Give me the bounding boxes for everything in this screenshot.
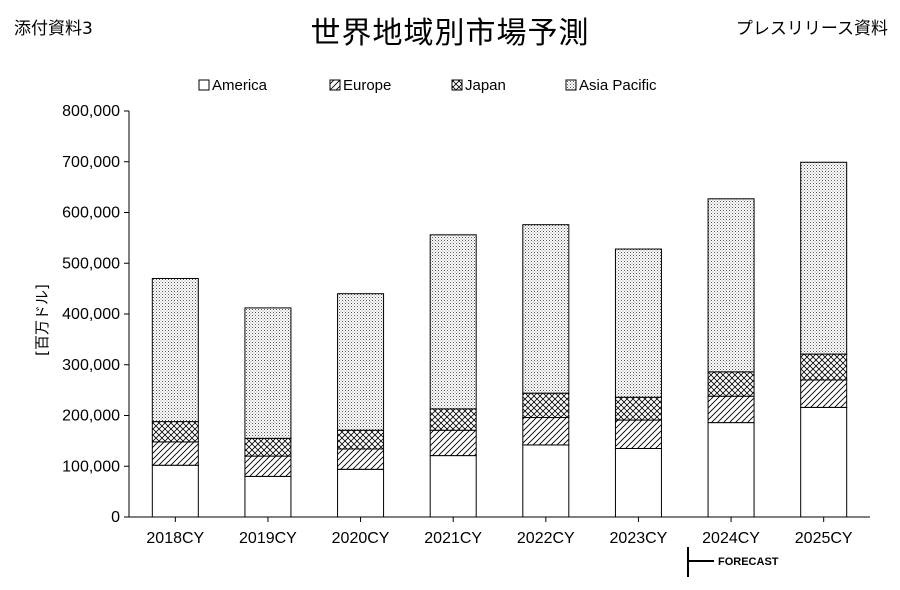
bar-america [707, 422, 755, 518]
bar-asia-pacific [244, 307, 292, 439]
legend-swatch-asia-pacific [565, 79, 577, 91]
bar-america [800, 406, 848, 518]
bar-europe [614, 419, 662, 449]
x-tick-label: 2022CY [517, 530, 575, 547]
bar-japan [614, 396, 662, 421]
y-axis-label: [百万ドル] [33, 284, 51, 356]
bar-asia-pacific [151, 277, 199, 423]
bar-asia-pacific [337, 293, 385, 431]
bar-america [614, 447, 662, 518]
bar-asia-pacific [707, 198, 755, 373]
bar-america [522, 444, 570, 518]
x-tick-label: 2023CY [610, 530, 668, 547]
bar-europe [337, 448, 385, 470]
chart-title: 世界地域別市場予測 [310, 16, 590, 51]
bar-asia-pacific [522, 224, 570, 394]
bar-japan [707, 371, 755, 397]
forecast-marker: FORECAST [687, 547, 779, 577]
bar-asia-pacific [800, 161, 848, 355]
attachment-label: 添付資料3 [14, 19, 93, 39]
y-tick-label: 600,000 [62, 205, 120, 222]
press-release-label: プレスリリース資料 [735, 19, 888, 39]
bar-japan [337, 429, 385, 450]
x-tick-label: 2020CY [332, 530, 390, 547]
x-tick-label: 2024CY [702, 530, 760, 547]
x-tick-label: 2018CY [146, 530, 204, 547]
bar-japan [151, 421, 199, 443]
y-tick-label: 700,000 [62, 154, 120, 171]
bar-asia-pacific [429, 234, 477, 410]
legend-label: Europe [343, 77, 391, 94]
bar-europe [429, 429, 477, 457]
legend-swatch-america [198, 79, 210, 91]
x-tick-label: 2025CY [795, 530, 853, 547]
y-tick-label: 0 [111, 509, 120, 526]
forecast-label: FORECAST [718, 556, 779, 568]
bar-asia-pacific [614, 248, 662, 398]
y-tick-label: 500,000 [62, 255, 120, 272]
y-tick-label: 300,000 [62, 357, 120, 374]
legend-label: America [212, 77, 268, 94]
bar-japan [429, 408, 477, 431]
bar-america [151, 464, 199, 518]
bar-japan [800, 353, 848, 381]
y-tick-label: 100,000 [62, 458, 120, 475]
bar-europe [800, 379, 848, 408]
legend-swatch-japan [451, 79, 463, 91]
y-tick-label: 800,000 [62, 103, 120, 120]
legend-swatch-europe [329, 79, 341, 91]
bar-america [337, 468, 385, 518]
bar-europe [707, 395, 755, 424]
bar-japan [522, 392, 570, 419]
bar-europe [151, 441, 199, 466]
x-tick-label: 2019CY [239, 530, 297, 547]
bar-america [244, 475, 292, 518]
legend-label: Japan [465, 77, 506, 94]
bar-japan [244, 437, 292, 457]
y-tick-label: 200,000 [62, 408, 120, 425]
bar-america [429, 455, 477, 518]
y-tick-label: 400,000 [62, 306, 120, 323]
bar-europe [522, 417, 570, 446]
bar-europe [244, 455, 292, 477]
x-tick-label: 2021CY [424, 530, 482, 547]
legend-label: Asia Pacific [579, 77, 657, 94]
